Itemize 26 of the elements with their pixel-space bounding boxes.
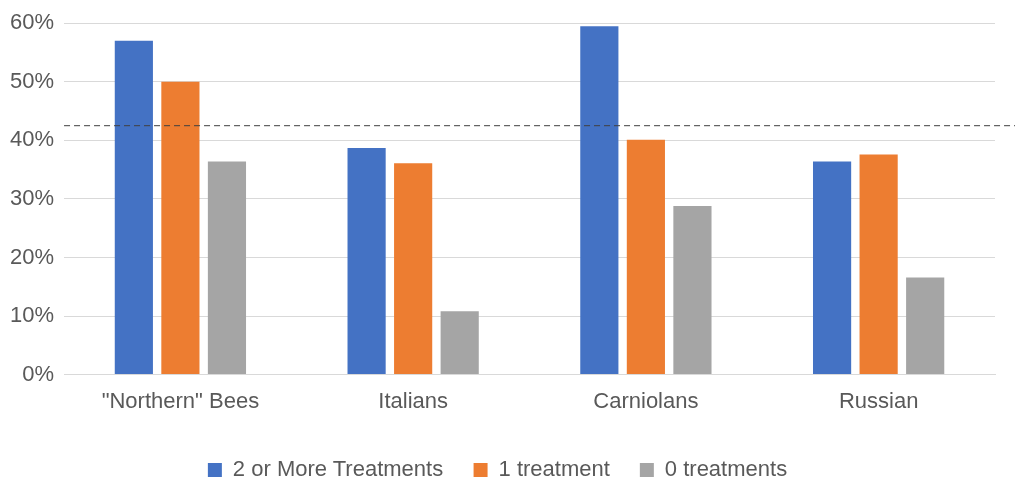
y-tick-label: 10% (9, 302, 55, 328)
bar (394, 163, 433, 375)
bar (859, 154, 898, 375)
x-tick-label: Russian (838, 387, 919, 413)
bar (347, 147, 386, 375)
bar (440, 311, 479, 375)
bar (580, 26, 619, 375)
x-tick-label: Italians (378, 387, 448, 413)
y-tick-label: 60% (9, 9, 55, 35)
legend-label: 0 treatments (664, 456, 788, 482)
y-tick-label: 20% (9, 243, 55, 269)
bar (207, 161, 247, 375)
x-tick-label: "Northern" Bees (101, 387, 260, 413)
bar (161, 81, 200, 375)
x-tick-label: Carniolans (593, 387, 699, 413)
bar (906, 277, 945, 375)
bar (114, 40, 153, 375)
y-tick-label: 40% (9, 126, 55, 152)
bar (673, 205, 712, 375)
legend-label: 1 treatment (498, 456, 610, 482)
bar (626, 139, 665, 375)
y-tick-label: 50% (9, 67, 55, 93)
bar (813, 161, 852, 375)
y-tick-label: 30% (9, 184, 55, 210)
y-tick-label: 0% (22, 360, 55, 386)
legend-label: 2 or More Treatments (232, 456, 444, 482)
